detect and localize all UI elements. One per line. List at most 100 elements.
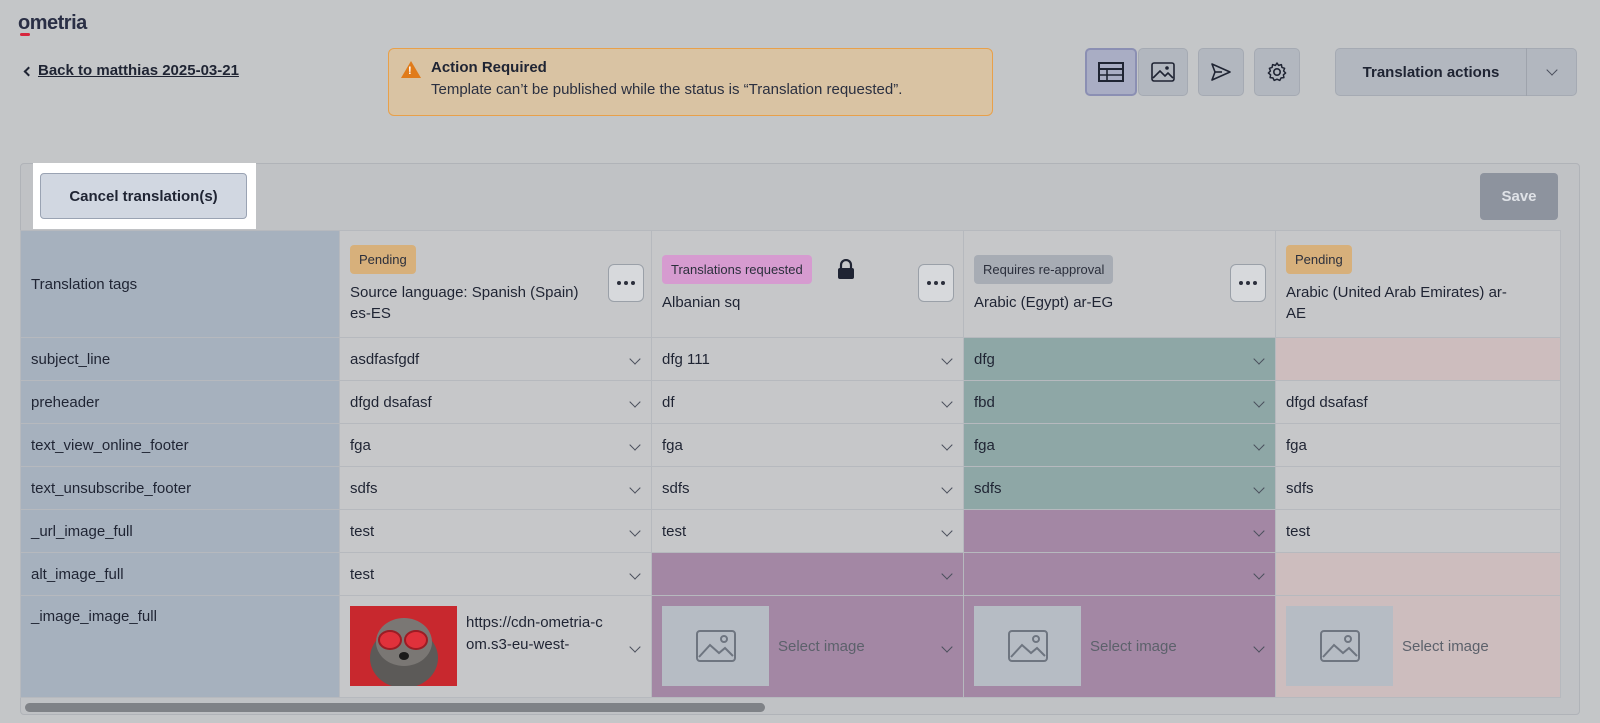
back-link-label: Back to matthias 2025-03-21	[38, 62, 239, 79]
table-row: text_view_online_footer fga fga fga fga	[20, 423, 1561, 467]
image-placeholder	[662, 606, 769, 686]
chevron-down-icon[interactable]	[1253, 640, 1265, 653]
image-cell[interactable]: https://cdn-ometria-com.s3-eu-west-	[339, 595, 652, 698]
translation-cell[interactable]: fga	[651, 423, 964, 467]
translation-cell[interactable]: sdfs	[963, 466, 1276, 510]
alert-title: Action Required	[431, 59, 547, 76]
chevron-down-icon	[1545, 64, 1558, 76]
send-button[interactable]	[1198, 48, 1244, 96]
translation-cell[interactable]: test	[339, 509, 652, 553]
back-link[interactable]: Back to matthias 2025-03-21	[23, 62, 239, 79]
image-view-button[interactable]	[1138, 48, 1188, 96]
column-header-ar-AE: Pending Arabic (United Arab Emirates) ar…	[1275, 230, 1561, 338]
translation-actions-dropdown[interactable]	[1527, 64, 1576, 76]
chevron-down-icon[interactable]	[1253, 568, 1265, 580]
settings-button[interactable]	[1254, 48, 1300, 96]
horizontal-scrollbar[interactable]	[25, 703, 765, 712]
image-icon	[695, 630, 736, 662]
image-cell[interactable]: Select image	[651, 595, 964, 698]
table-icon	[1098, 62, 1124, 82]
header-translation-tags: Translation tags	[20, 230, 340, 338]
table-row: _url_image_full test test test	[20, 509, 1561, 553]
image-placeholder	[1286, 606, 1393, 686]
column-name: Arabic (Egypt) ar-EG	[974, 294, 1114, 311]
table-header-row: Translation tags Pending Source language…	[20, 230, 1561, 338]
column-name: Arabic (United Arab Emirates) ar-AE	[1286, 283, 1507, 322]
row-tag: preheader	[20, 380, 340, 424]
column-more-button[interactable]	[608, 264, 644, 302]
send-icon	[1211, 63, 1231, 81]
translation-cell[interactable]: dfg 111	[651, 337, 964, 381]
image-cell[interactable]: Select image	[1275, 595, 1561, 698]
translation-cell[interactable]: fga	[1275, 423, 1561, 467]
translation-actions-label: Translation actions	[1362, 63, 1500, 81]
translation-cell[interactable]: test	[1275, 509, 1561, 553]
row-tag: _image_image_full	[20, 595, 340, 698]
select-image-label: Select image	[778, 638, 865, 655]
translation-cell[interactable]	[1275, 337, 1561, 381]
image-cell[interactable]: Select image	[963, 595, 1276, 698]
chevron-down-icon[interactable]	[941, 568, 953, 580]
warning-icon	[401, 61, 421, 78]
column-name: Albanian sq	[662, 294, 741, 311]
image-icon	[1319, 630, 1360, 662]
status-badge: Requires re-approval	[974, 255, 1114, 284]
row-tag: text_unsubscribe_footer	[20, 466, 340, 510]
translation-cell[interactable]	[1275, 552, 1561, 596]
image-icon	[1151, 62, 1175, 82]
translation-cell[interactable]: sdfs	[651, 466, 964, 510]
translation-actions-button[interactable]: Translation actions	[1335, 48, 1577, 96]
chevron-down-icon[interactable]	[941, 640, 953, 653]
chevron-down-icon[interactable]	[629, 640, 641, 653]
translation-table: Translation tags Pending Source language…	[20, 230, 1561, 698]
status-badge: Pending	[350, 244, 416, 274]
chevron-left-icon	[23, 66, 34, 76]
row-tag: text_view_online_footer	[20, 423, 340, 467]
alert-message: Template can’t be published while the st…	[431, 81, 903, 98]
lock-icon	[838, 259, 854, 279]
table-row: alt_image_full test	[20, 552, 1561, 596]
action-required-alert: ! Action Required Template can’t be publ…	[388, 48, 993, 116]
row-tag: alt_image_full	[20, 552, 340, 596]
gear-icon	[1267, 62, 1287, 82]
column-header-sq: Translations requested Albanian sq	[651, 230, 964, 338]
translation-cell[interactable]: dfgd dsafasf	[339, 380, 652, 424]
translation-cell[interactable]: fbd	[963, 380, 1276, 424]
status-badge: Translations requested	[662, 255, 812, 284]
translation-cell[interactable]	[963, 509, 1276, 553]
row-tag: subject_line	[20, 337, 340, 381]
column-header-es-ES: Pending Source language: Spanish (Spain)…	[339, 230, 652, 338]
save-button[interactable]: Save	[1480, 173, 1558, 220]
table-row: subject_line asdfasfgdf dfg 111 dfg	[20, 337, 1561, 381]
translation-cell[interactable]: df	[651, 380, 964, 424]
chevron-down-icon[interactable]	[1253, 525, 1265, 537]
translation-cell[interactable]: fga	[339, 423, 652, 467]
translation-cell[interactable]: dfgd dsafasf	[1275, 380, 1561, 424]
image-url: https://cdn-ometria-com.s3-eu-west-	[466, 614, 603, 653]
table-view-button[interactable]	[1085, 48, 1137, 96]
cancel-translations-button[interactable]: Cancel translation(s)	[40, 173, 247, 219]
translation-cell[interactable]	[963, 552, 1276, 596]
table-row: preheader dfgd dsafasf df fbd dfgd dsafa…	[20, 380, 1561, 424]
image-placeholder	[974, 606, 1081, 686]
logo-accent	[20, 33, 30, 36]
column-name: Source language: Spanish (Spain) es-ES	[350, 283, 579, 322]
dog-thumbnail-image	[350, 606, 457, 686]
row-tag: _url_image_full	[20, 509, 340, 553]
translation-cell[interactable]: fga	[963, 423, 1276, 467]
translation-cell[interactable]	[651, 552, 964, 596]
translation-cell[interactable]: asdfasfgdf	[339, 337, 652, 381]
column-more-button[interactable]	[918, 264, 954, 302]
status-badge: Pending	[1286, 244, 1352, 274]
translation-cell[interactable]: sdfs	[1275, 466, 1561, 510]
ometria-logo: ometria	[18, 12, 87, 34]
translation-cell[interactable]: sdfs	[339, 466, 652, 510]
translation-cell[interactable]: test	[651, 509, 964, 553]
select-image-label: Select image	[1090, 638, 1177, 655]
translation-cell[interactable]: test	[339, 552, 652, 596]
table-row: text_unsubscribe_footer sdfs sdfs sdfs s…	[20, 466, 1561, 510]
column-more-button[interactable]	[1230, 264, 1266, 302]
select-image-label: Select image	[1402, 638, 1489, 655]
table-row-image: _image_image_full https://cdn-ometria-co…	[20, 595, 1561, 698]
translation-cell[interactable]: dfg	[963, 337, 1276, 381]
